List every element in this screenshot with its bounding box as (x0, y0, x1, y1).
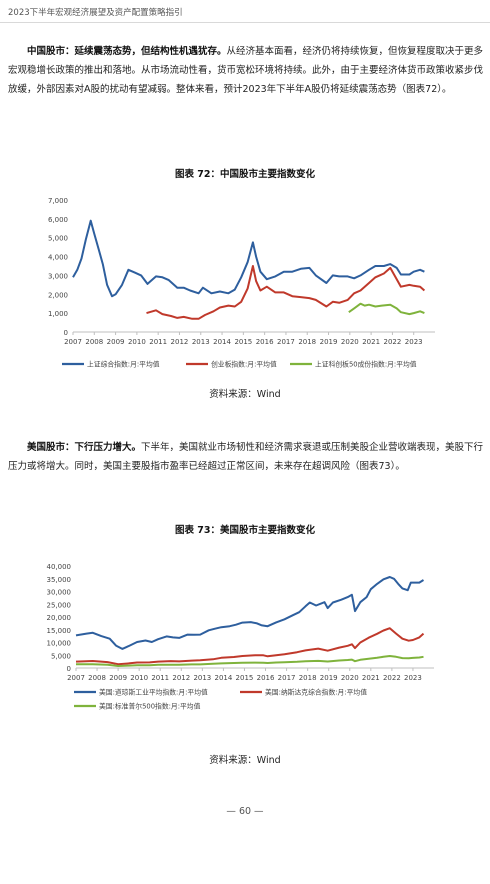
x-tick-label: 2009 (107, 338, 125, 346)
figure-73-title: 图表 73：美国股市主要指数变化 (174, 525, 316, 536)
china-index-chart: 0 1,000 2,000 3,000 4,000 5,000 6,000 7,000 2007… (48, 197, 435, 369)
x-tick-label: 2012 (171, 338, 189, 346)
x-tick-label: 2021 (362, 338, 380, 346)
x-tick-label: 2008 (88, 674, 106, 682)
y-tick-label: 0 (67, 665, 71, 673)
x-tick-label: 2013 (193, 674, 211, 682)
y-tick-label: 35,000 (47, 576, 72, 584)
y-tick-label: 3,000 (48, 272, 68, 280)
series-line-1 (75, 576, 425, 650)
y-tick-label: 2,000 (48, 291, 68, 299)
y-tick-label: 25,000 (47, 601, 72, 609)
legend-label: 上证科创板50成份指数:月:平均值 (315, 360, 417, 369)
us-index-chart: 0 5,000 10,000 15,000 20,000 25,000 30,000 35,0… (47, 563, 434, 711)
figure-72-source: 资料来源：Wind (209, 389, 281, 400)
y-tick-label: 30,000 (47, 589, 72, 597)
y-tick-label: 1,000 (48, 310, 68, 318)
x-tick-label: 2019 (320, 674, 338, 682)
x-tick-label: 2009 (109, 674, 127, 682)
x-tick-label: 2015 (234, 338, 252, 346)
paragraph-body: 从经济基本面看，经济仍将持续恢复，但恢复程度取决于更多宏观稳增长政策的推出和落地… (8, 46, 484, 95)
x-tick-label: 2012 (172, 674, 190, 682)
legend-label: 美国:标准普尔500指数:月:平均值 (99, 702, 201, 711)
x-tick-label: 2016 (257, 674, 275, 682)
y-tick-label: 6,000 (48, 216, 68, 224)
paragraph-us-market: 美国股市：下行压力增大。下半年，美国就业市场韧性和经济需求衰退或压制美股企业营收… (8, 438, 484, 476)
figure-72-title: 图表 72：中国股市主要指数变化 (174, 169, 316, 180)
x-tick-label: 2022 (383, 338, 401, 346)
legend-label: 上证综合指数:月:平均值 (87, 360, 160, 369)
series-line-1 (72, 219, 425, 298)
x-tick-label: 2008 (85, 338, 103, 346)
x-tick-label: 2013 (192, 338, 210, 346)
y-tick-label: 7,000 (48, 197, 68, 205)
x-tick-label: 2010 (130, 674, 148, 682)
y-tick-label: 20,000 (47, 614, 72, 622)
y-tick-label: 10,000 (47, 640, 72, 648)
legend-label: 美国:道琼斯工业平均指数:月:平均值 (99, 688, 208, 697)
x-tick-label: 2007 (64, 338, 82, 346)
x-tick-label: 2016 (256, 338, 274, 346)
legend-label: 创业板指数:月:平均值 (211, 360, 277, 369)
header-rule (0, 22, 490, 23)
series-line-3 (348, 302, 425, 316)
x-tick-label: 2010 (128, 338, 146, 346)
x-tick-label: 2007 (67, 674, 85, 682)
series-line-2 (75, 627, 425, 666)
x-tick-label: 2023 (405, 338, 423, 346)
y-tick-label: 4,000 (48, 254, 68, 262)
paragraph-china-market: 中国股市：延续震荡态势，但结构性机遇犹存。从经济基本面看，经济仍将持续恢复，但恢… (8, 42, 484, 99)
x-tick-label: 2018 (299, 674, 317, 682)
x-tick-label: 2020 (341, 674, 359, 682)
y-tick-label: 15,000 (47, 627, 72, 635)
y-tick-label: 40,000 (47, 563, 72, 571)
x-tick-label: 2019 (320, 338, 338, 346)
x-tick-label: 2011 (151, 674, 169, 682)
x-tick-label: 2018 (298, 338, 316, 346)
y-tick-label: 0 (64, 329, 68, 337)
running-header: 2023下半年宏观经济展望及资产配置策略指引 (8, 8, 183, 18)
series-line-3 (75, 655, 424, 667)
x-tick-label: 2021 (362, 674, 380, 682)
x-tick-label: 2023 (404, 674, 422, 682)
x-tick-label: 2014 (214, 674, 232, 682)
page-number: — 60 — (226, 806, 264, 817)
series-line-2 (146, 265, 426, 320)
paragraph-body: 下半年，美国就业市场韧性和经济需求衰退或压制美股企业营收端表现，美股下行压力或将… (8, 442, 484, 472)
x-tick-label: 2020 (341, 338, 359, 346)
x-tick-label: 2011 (149, 338, 167, 346)
x-tick-label: 2017 (277, 338, 295, 346)
y-tick-label: 5,000 (51, 652, 71, 660)
x-tick-label: 2014 (213, 338, 231, 346)
figure-73-source: 资料来源：Wind (209, 755, 281, 766)
x-tick-label: 2015 (236, 674, 254, 682)
y-tick-label: 5,000 (48, 235, 68, 243)
x-tick-label: 2022 (383, 674, 401, 682)
paragraph-lead: 美国股市：下行压力增大。 (27, 442, 142, 453)
x-tick-label: 2017 (278, 674, 296, 682)
paragraph-lead: 中国股市：延续震荡态势，但结构性机遇犹存。 (27, 46, 227, 57)
legend-label: 美国:纳斯达克综合指数:月:平均值 (265, 688, 367, 697)
